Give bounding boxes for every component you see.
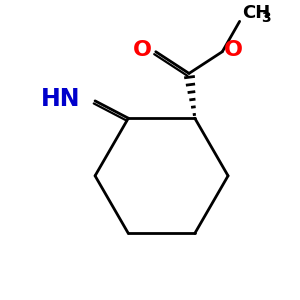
Text: CH: CH [242, 4, 271, 22]
Text: O: O [133, 40, 152, 60]
Text: O: O [224, 40, 243, 60]
Text: 3: 3 [261, 11, 270, 25]
Text: HN: HN [41, 87, 81, 111]
